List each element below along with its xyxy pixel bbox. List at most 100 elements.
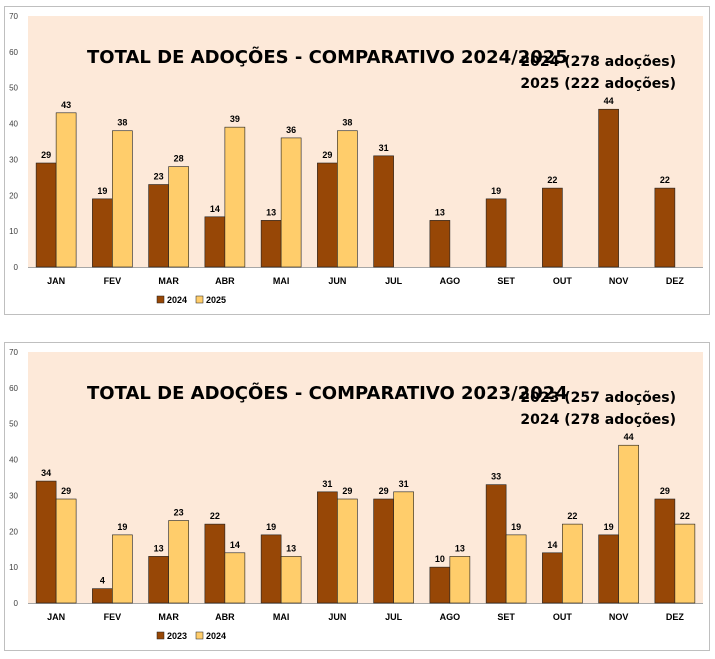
x-category-label: JUL <box>385 276 403 286</box>
data-label: 13 <box>286 543 296 553</box>
data-label: 29 <box>41 150 51 160</box>
bar-2024-abr <box>224 552 246 604</box>
data-label: 38 <box>342 118 352 128</box>
data-label: 19 <box>117 522 127 532</box>
bar-2024-ago <box>429 220 451 268</box>
data-label: 19 <box>511 522 521 532</box>
bar-2023-abr <box>204 523 226 604</box>
data-label: 34 <box>41 468 51 478</box>
x-category-label: JAN <box>47 276 65 286</box>
bar-2024-ago <box>449 556 471 604</box>
x-category-label: JUN <box>328 276 346 286</box>
data-label: 29 <box>61 486 71 496</box>
data-label: 29 <box>660 486 670 496</box>
bar-2024-dez <box>674 523 696 604</box>
data-label: 29 <box>379 486 389 496</box>
bar-2025-abr <box>224 126 246 268</box>
y-tick-label: 60 <box>9 48 18 57</box>
data-label: 22 <box>680 511 690 521</box>
bar-2023-fev <box>92 588 113 604</box>
bar-2023-mai <box>260 534 282 604</box>
y-tick-label: 50 <box>9 420 18 429</box>
data-label: 4 <box>100 576 105 586</box>
data-label: 31 <box>379 143 389 153</box>
bar-2024-jan <box>55 498 77 604</box>
bar-2023-jun <box>317 491 338 604</box>
data-label: 29 <box>322 150 332 160</box>
x-category-label: MAI <box>273 612 290 622</box>
data-label: 10 <box>435 554 445 564</box>
bar-2024-out <box>562 523 583 604</box>
data-label: 13 <box>266 207 276 217</box>
bar-2024-mai <box>280 556 302 604</box>
x-category-label: AGO <box>440 612 461 622</box>
plot-area <box>28 16 703 267</box>
x-category-label: ABR <box>215 612 235 622</box>
data-label: 44 <box>604 96 614 106</box>
bar-2023-jan <box>35 480 57 604</box>
legend-swatch-2025 <box>195 295 204 304</box>
bar-2024-mai <box>260 220 282 268</box>
bar-2025-mai <box>280 137 302 268</box>
bar-2024-jul <box>393 491 414 604</box>
bar-2024-nov <box>618 444 639 604</box>
y-tick-label: 20 <box>9 191 18 200</box>
data-label: 29 <box>342 486 352 496</box>
y-tick-label: 10 <box>9 227 18 236</box>
x-category-label: AGO <box>440 276 461 286</box>
y-tick-label: 70 <box>9 348 18 357</box>
summary-line-1: 2024 (278 adoções) <box>520 54 676 70</box>
data-label: 36 <box>286 125 296 135</box>
bar-2024-mar <box>168 520 189 604</box>
y-tick-label: 30 <box>9 155 18 164</box>
chart-2023-2024-svg: 0 10 20 30 40 50 60 70 JAN 34 29 FEV 4 19 MAR 13 23 ABR 22… <box>9 348 703 641</box>
x-category-label: DEZ <box>666 612 685 622</box>
x-category-label: JUL <box>385 612 403 622</box>
chart-2023-2024: 0 10 20 30 40 50 60 70 JAN 34 29 FEV 4 19 MAR 13 23 ABR 22… <box>4 342 710 651</box>
data-label: 38 <box>117 118 127 128</box>
data-label: 22 <box>547 175 557 185</box>
y-tick-label: 0 <box>14 263 19 272</box>
bar-2024-jul <box>373 155 394 268</box>
data-label: 14 <box>210 204 220 214</box>
bar-2023-nov <box>598 534 619 604</box>
bar-2024-jun <box>317 162 338 268</box>
data-label: 31 <box>322 479 332 489</box>
bar-2025-fev <box>112 130 133 268</box>
x-category-label: NOV <box>609 612 629 622</box>
bar-2025-jun <box>337 130 358 268</box>
x-category-label: FEV <box>104 276 122 286</box>
data-label: 31 <box>399 479 409 489</box>
bar-2023-ago <box>429 566 451 604</box>
bar-2023-out <box>542 552 563 604</box>
chart-title: TOTAL DE ADOÇÕES - COMPARATIVO 2024/2025 <box>87 45 568 68</box>
bar-2024-nov <box>598 108 619 268</box>
x-category-label: DEZ <box>666 276 685 286</box>
x-category-label: SET <box>497 612 515 622</box>
y-tick-label: 0 <box>14 599 19 608</box>
bar-2025-jan <box>55 112 77 268</box>
data-label: 28 <box>174 154 184 164</box>
y-tick-label: 40 <box>9 120 18 129</box>
y-tick-label: 20 <box>9 527 18 536</box>
legend-label-2025: 2025 <box>206 295 226 305</box>
data-label: 14 <box>547 540 557 550</box>
x-category-label: OUT <box>553 276 573 286</box>
summary-line-2: 2024 (278 adoções) <box>520 412 676 428</box>
y-tick-label: 30 <box>9 491 18 500</box>
x-category-label: OUT <box>553 612 573 622</box>
bar-2024-fev <box>92 198 113 268</box>
data-label: 39 <box>230 114 240 124</box>
data-label: 13 <box>435 207 445 217</box>
bar-2023-set <box>485 484 507 604</box>
data-label: 22 <box>660 175 670 185</box>
legend-swatch-2024 <box>156 295 165 304</box>
y-tick-label: 60 <box>9 384 18 393</box>
data-label: 19 <box>97 186 107 196</box>
y-tick-label: 70 <box>9 12 18 21</box>
legend-swatch-2023 <box>156 631 165 640</box>
legend-label-2024: 2024 <box>206 631 226 641</box>
x-category-label: MAR <box>158 612 179 622</box>
chart-2024-2025-svg: 0 10 20 30 40 50 60 70 JAN 29 43 FEV 19 38 MAR 23 28 ABR 1… <box>9 12 703 305</box>
x-category-label: NOV <box>609 276 629 286</box>
